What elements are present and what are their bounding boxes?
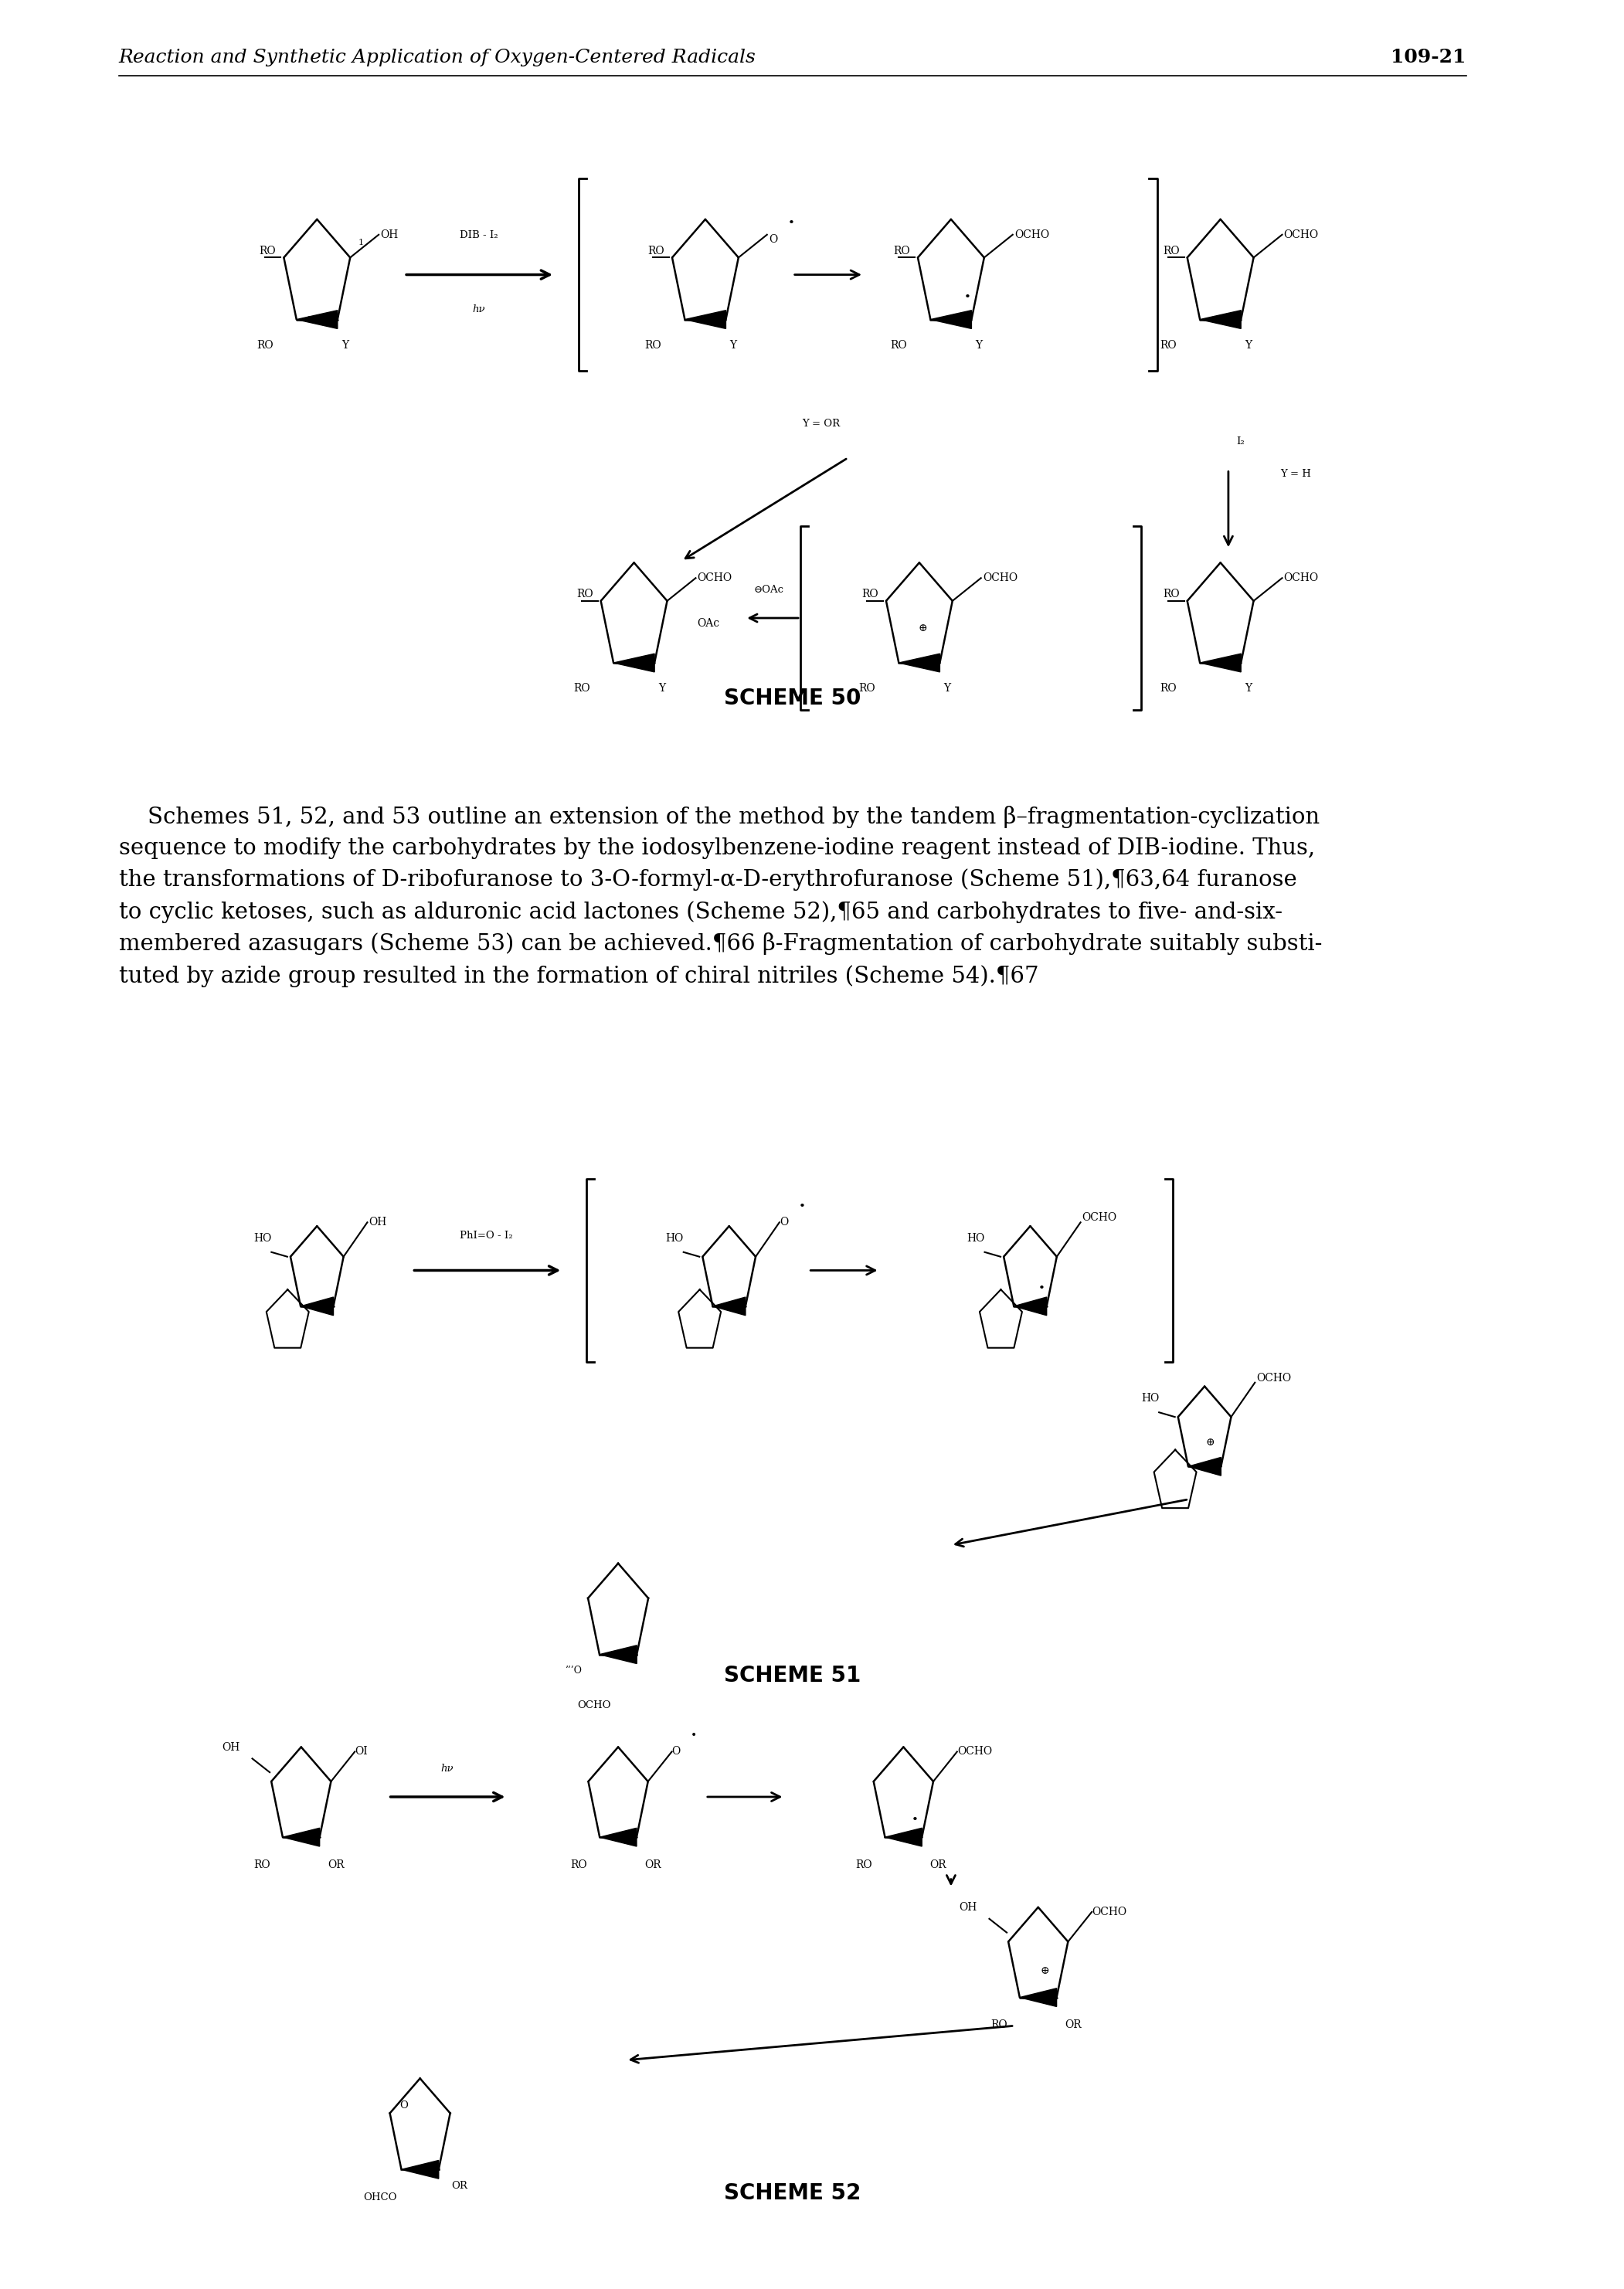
Text: DIB - I₂: DIB - I₂ — [460, 231, 499, 240]
Text: 109-21: 109-21 — [1390, 48, 1466, 66]
Text: RO: RO — [645, 339, 661, 350]
Polygon shape — [300, 1298, 333, 1316]
Text: OAc: OAc — [697, 618, 719, 629]
Polygon shape — [685, 311, 726, 330]
Text: RO: RO — [253, 1859, 270, 1870]
Text: 2: 2 — [307, 316, 313, 323]
Text: RO: RO — [257, 339, 273, 350]
Text: OR: OR — [931, 1859, 947, 1870]
Text: ⊕: ⊕ — [1039, 1966, 1049, 1975]
Text: 1: 1 — [357, 238, 364, 247]
Text: Y = H: Y = H — [1281, 469, 1312, 478]
Text: RO: RO — [1163, 588, 1179, 600]
Text: HO: HO — [253, 1234, 271, 1243]
Text: OCHO: OCHO — [1015, 229, 1049, 240]
Text: Y: Y — [658, 682, 666, 694]
Polygon shape — [1013, 1298, 1046, 1316]
Text: I₂: I₂ — [1236, 437, 1244, 446]
Text: RO: RO — [1160, 682, 1176, 694]
Text: O: O — [768, 233, 778, 245]
Text: OCHO: OCHO — [1082, 1213, 1117, 1222]
Text: Reaction and Synthetic Application of Oxygen-Centered Radicals: Reaction and Synthetic Application of Ox… — [119, 48, 757, 66]
Text: Y: Y — [1246, 682, 1252, 694]
Text: ⊕: ⊕ — [1205, 1437, 1215, 1449]
Text: RO: RO — [991, 2019, 1007, 2030]
Text: •: • — [690, 1730, 697, 1742]
Polygon shape — [1020, 1989, 1057, 2007]
Text: ⊕: ⊕ — [918, 623, 927, 634]
Polygon shape — [599, 1829, 637, 1847]
Text: OCHO: OCHO — [983, 572, 1017, 584]
Text: RO: RO — [577, 588, 593, 600]
Text: ’’’O: ’’’O — [565, 1666, 583, 1676]
Text: RO: RO — [648, 245, 664, 256]
Text: RO: RO — [573, 682, 590, 694]
Text: Y = OR: Y = OR — [802, 419, 840, 428]
Text: OR: OR — [1065, 2019, 1082, 2030]
Text: Y: Y — [976, 339, 983, 350]
Text: RO: RO — [260, 245, 276, 256]
Text: hν: hν — [473, 304, 486, 314]
Text: SCHEME 50: SCHEME 50 — [724, 687, 861, 710]
Text: RO: RO — [893, 245, 909, 256]
Text: SCHEME 52: SCHEME 52 — [724, 2181, 861, 2204]
Text: •: • — [1038, 1284, 1044, 1293]
Text: OCHO: OCHO — [1091, 1907, 1127, 1918]
Polygon shape — [898, 655, 940, 673]
Text: RO: RO — [890, 339, 908, 350]
Text: RO: RO — [1163, 245, 1179, 256]
Text: OH: OH — [369, 1218, 387, 1227]
Text: OCHO: OCHO — [697, 572, 732, 584]
Polygon shape — [283, 1829, 320, 1847]
Text: Schemes 51, 52, and 53 outline an extension of the method by the tandem β–fragme: Schemes 51, 52, and 53 outline an extens… — [119, 806, 1322, 987]
Text: OR: OR — [451, 2181, 468, 2191]
Text: Y: Y — [1246, 339, 1252, 350]
Text: RO: RO — [570, 1859, 586, 1870]
Text: Y: Y — [944, 682, 950, 694]
Polygon shape — [297, 311, 338, 330]
Text: •: • — [911, 1815, 918, 1824]
Text: OR: OR — [328, 1859, 344, 1870]
Text: OCHO: OCHO — [1283, 229, 1319, 240]
Text: O: O — [672, 1747, 680, 1758]
Text: HO: HO — [1142, 1394, 1160, 1403]
Text: OCHO: OCHO — [1283, 572, 1319, 584]
Text: OI: OI — [354, 1747, 367, 1758]
Text: HO: HO — [966, 1234, 984, 1243]
Text: OH: OH — [380, 229, 398, 240]
Text: ⊖OAc: ⊖OAc — [754, 586, 784, 595]
Text: •: • — [963, 293, 971, 302]
Polygon shape — [1189, 1458, 1221, 1476]
Text: O: O — [780, 1218, 788, 1227]
Text: HO: HO — [666, 1234, 684, 1243]
Polygon shape — [885, 1829, 922, 1847]
Polygon shape — [1200, 655, 1241, 673]
Text: RO: RO — [1160, 339, 1176, 350]
Text: RO: RO — [859, 682, 875, 694]
Polygon shape — [1200, 311, 1241, 330]
Text: OCHO: OCHO — [957, 1747, 992, 1758]
Polygon shape — [401, 2161, 438, 2179]
Text: •: • — [799, 1202, 806, 1211]
Text: PhI=O - I₂: PhI=O - I₂ — [460, 1231, 513, 1241]
Text: OH: OH — [958, 1902, 976, 1914]
Text: OR: OR — [645, 1859, 661, 1870]
Text: hν: hν — [440, 1765, 453, 1774]
Text: OH: OH — [221, 1742, 240, 1753]
Text: RO: RO — [856, 1859, 872, 1870]
Text: •: • — [788, 217, 794, 229]
Polygon shape — [599, 1646, 637, 1664]
Polygon shape — [931, 311, 971, 330]
Polygon shape — [713, 1298, 745, 1316]
Text: SCHEME 51: SCHEME 51 — [724, 1664, 861, 1687]
Text: O: O — [400, 2101, 408, 2110]
Polygon shape — [614, 655, 654, 673]
Text: OCHO: OCHO — [578, 1701, 611, 1710]
Text: Y: Y — [729, 339, 737, 350]
Text: RO: RO — [861, 588, 879, 600]
Text: OCHO: OCHO — [1257, 1373, 1291, 1383]
Text: Y: Y — [341, 339, 349, 350]
Text: OHCO: OHCO — [364, 2193, 398, 2202]
